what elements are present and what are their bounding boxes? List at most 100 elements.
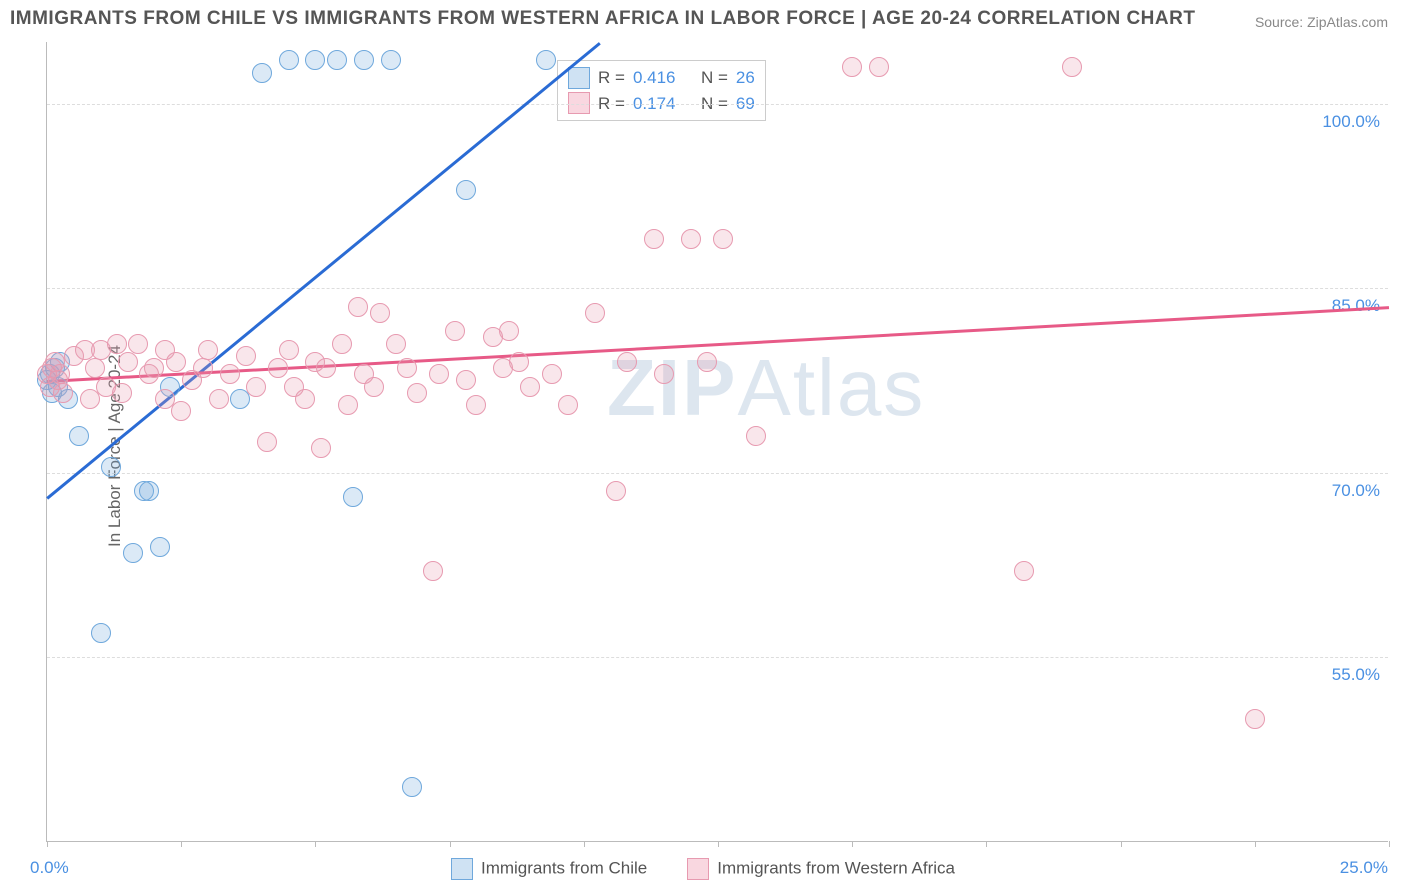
data-point [343,487,363,507]
data-point [520,377,540,397]
series-legend: Immigrants from Chile Immigrants from We… [0,858,1406,880]
trend-line [47,307,1389,383]
data-point [327,50,347,70]
data-point [644,229,664,249]
plot-area: ZIPAtlas R = 0.416 N = 26 R = 0.174 N = … [46,42,1388,842]
data-point [536,50,556,70]
data-point [456,370,476,390]
y-tick-label: 70.0% [1332,481,1380,501]
data-point [198,340,218,360]
x-tick-mark [1121,841,1122,847]
gridline [47,657,1388,658]
data-point [193,358,213,378]
data-point [713,229,733,249]
data-point [118,352,138,372]
data-point [617,352,637,372]
data-point [50,364,70,384]
data-point [1245,709,1265,729]
data-point [252,63,272,83]
data-point [423,561,443,581]
data-point [171,401,191,421]
data-point [407,383,427,403]
data-point [101,457,121,477]
data-point [305,50,325,70]
y-tick-label: 100.0% [1322,112,1380,132]
data-point [150,537,170,557]
data-point [112,383,132,403]
data-point [279,340,299,360]
data-point [128,334,148,354]
data-point [295,389,315,409]
data-point [606,481,626,501]
data-point [144,358,164,378]
x-tick-mark [852,841,853,847]
data-point [499,321,519,341]
data-point [402,777,422,797]
data-point [842,57,862,77]
watermark: ZIPAtlas [607,342,925,434]
data-point [542,364,562,384]
correlation-legend: R = 0.416 N = 26 R = 0.174 N = 69 [557,60,766,121]
data-point [381,50,401,70]
data-point [681,229,701,249]
data-point [354,50,374,70]
data-point [370,303,390,323]
data-point [311,438,331,458]
data-point [338,395,358,415]
data-point [1014,561,1034,581]
source-attribution: Source: ZipAtlas.com [1255,14,1388,30]
data-point [348,297,368,317]
x-tick-mark [584,841,585,847]
data-point [268,358,288,378]
legend-item-chile: Immigrants from Chile [451,858,647,880]
data-point [85,358,105,378]
x-tick-mark [315,841,316,847]
data-point [257,432,277,452]
data-point [166,352,186,372]
data-point [445,321,465,341]
data-point [386,334,406,354]
data-point [509,352,529,372]
data-point [53,383,73,403]
y-tick-label: 55.0% [1332,665,1380,685]
data-point [558,395,578,415]
legend-swatch-chile-footer [451,858,473,880]
gridline [47,104,1388,105]
data-point [654,364,674,384]
data-point [746,426,766,446]
legend-swatch-chile [568,67,590,89]
data-point [697,352,717,372]
legend-swatch-wafrica-footer [687,858,709,880]
data-point [139,481,159,501]
data-point [364,377,384,397]
data-point [91,623,111,643]
chart-title: IMMIGRANTS FROM CHILE VS IMMIGRANTS FROM… [10,8,1195,30]
x-tick-mark [181,841,182,847]
data-point [316,358,336,378]
data-point [332,334,352,354]
gridline [47,473,1388,474]
data-point [246,377,266,397]
data-point [220,364,240,384]
data-point [1062,57,1082,77]
legend-row-chile: R = 0.416 N = 26 [568,65,755,91]
data-point [107,334,127,354]
x-tick-mark [1255,841,1256,847]
x-tick-mark [47,841,48,847]
trend-line [46,42,600,499]
data-point [429,364,449,384]
data-point [397,358,417,378]
gridline [47,288,1388,289]
data-point [123,543,143,563]
data-point [209,389,229,409]
x-tick-mark [718,841,719,847]
data-point [585,303,605,323]
chart-container: IMMIGRANTS FROM CHILE VS IMMIGRANTS FROM… [0,0,1406,892]
data-point [456,180,476,200]
x-tick-mark [450,841,451,847]
data-point [869,57,889,77]
x-tick-mark [986,841,987,847]
data-point [466,395,486,415]
data-point [279,50,299,70]
data-point [69,426,89,446]
